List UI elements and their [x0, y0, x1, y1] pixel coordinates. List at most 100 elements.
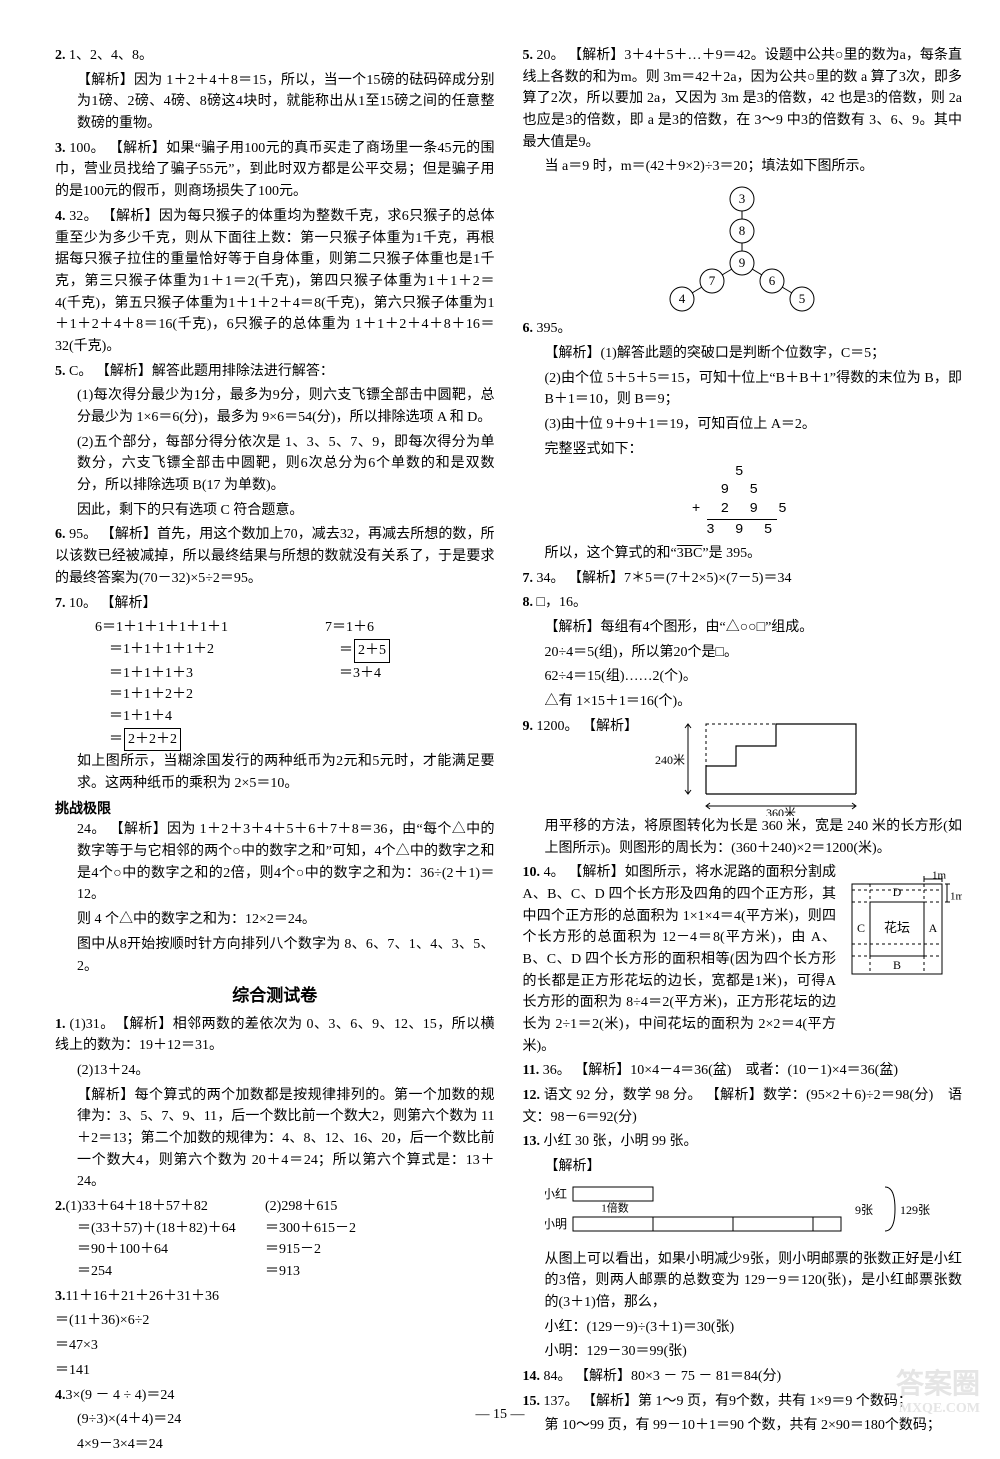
answer: □，16。	[537, 595, 587, 610]
flower-bed-diagram: 花坛 A B C D 1m1m	[842, 862, 962, 992]
svg-text:5: 5	[799, 291, 806, 306]
t1: 1. (1)31。 【解析】相邻两数的差依次为 0、3、6、9、12、15，所以…	[55, 1014, 495, 1057]
stair-rect-diagram: 360米 240米	[646, 716, 866, 816]
t3: 3.11＋16＋21＋26＋31＋36	[55, 1286, 495, 1308]
explanation: 【解析】因为每只猴子的体重均为整数千克，求6只猴子的总体重至少为多少千克，则从下…	[55, 209, 495, 354]
answer: 20。	[537, 48, 565, 63]
answer: 24。	[77, 822, 106, 837]
answer: 4。	[544, 865, 565, 880]
challenge-body: 24。 【解析】因为 1＋2＋3＋4＋5＋6＋7＋8＝36，由“每个△中的数字等…	[55, 819, 495, 906]
answer: 34。	[537, 571, 565, 586]
q-number: 3.	[55, 141, 66, 156]
svg-text:小红: 小红	[545, 1186, 567, 1201]
answer: 84。	[544, 1369, 572, 1384]
right-column: 5. 20。 【解析】3＋4＋5＋…＋9＝42。设题中公共○里的数为a，每条直线…	[523, 45, 963, 1459]
q-number: 5.	[55, 364, 66, 379]
svg-text:1倍数: 1倍数	[601, 1200, 629, 1214]
q-number: 6.	[55, 527, 66, 542]
item-5-e2: (1)每次得分最少为1分，最多为9分，则六支飞镖全部击中圆靶，总分最少为 1×6…	[55, 385, 495, 428]
item-7-tail: 如上图所示，当糊涂国发行的两种纸币为2元和5元时，才能满足要求。这两种纸币的乘积…	[55, 751, 495, 794]
item-6: 6. 95。 【解析】首先，用这个数加上70，减去32，再减去所想的数，所以该数…	[55, 524, 495, 589]
r8: 8. □，16。	[523, 592, 963, 614]
q-number: 7.	[55, 596, 66, 611]
t1p2: (2)13＋24。	[55, 1060, 495, 1082]
answer: 100。	[69, 141, 105, 156]
r13: 13. 小红 30 张，小明 99 张。	[523, 1131, 963, 1153]
explanation: 【解析】首先，用这个数加上70，减去32，再减去所想的数，所以该数已经被减掉，所…	[55, 527, 495, 585]
item-5-e4: 因此，剩下的只有选项 C 符合题意。	[55, 500, 495, 522]
svg-text:B: B	[893, 958, 901, 972]
svg-text:360米: 360米	[766, 806, 796, 816]
r9-tail: 用平移的方法，将原图转化为长是 360 米，宽是 240 米的长方形(如上图所示…	[523, 816, 963, 859]
item-7: 7. 10。 【解析】	[55, 593, 495, 615]
svg-text:4: 4	[679, 291, 686, 306]
r5-e2: 当 a＝9 时，m＝(42＋9×2)÷3＝20；填法如下图所示。	[523, 156, 963, 178]
svg-text:1m: 1m	[950, 891, 962, 903]
answer: 395。	[537, 321, 572, 336]
q-number: 4.	[55, 209, 66, 224]
explanation: 【解析】7＊5＝(7＋2×5)×(7－5)＝34	[568, 571, 791, 586]
svg-text:9: 9	[739, 255, 746, 270]
svg-text:1m: 1m	[932, 870, 947, 882]
answer: 1、2、4、8。	[69, 48, 153, 63]
item-2-exp: 【解析】因为 1＋2＋4＋8＝15，所以，当一个15磅的砝码碎成分别为1磅、2磅…	[55, 70, 495, 135]
r6: 6. 395。	[523, 318, 963, 340]
svg-text:6: 6	[769, 273, 776, 288]
svg-text:D: D	[893, 885, 902, 899]
challenge-e3: 图中从8开始按顺时针方向排列八个数字为 8、6、7、1、4、3、5、2。	[55, 934, 495, 977]
svg-text:3: 3	[739, 191, 746, 206]
answer: 36。	[543, 1063, 571, 1078]
t2: 2.(1)33＋64＋18＋57＋82 (2)298＋615 ＝(33＋57)＋…	[55, 1196, 495, 1283]
item-7-equations: 6＝1＋1＋1＋1＋1＋17＝1＋6 ＝1＋1＋1＋1＋2 ＝2＋5 ＝1＋1＋…	[55, 617, 495, 751]
challenge-title: 挑战极限	[55, 798, 495, 820]
q-number: 2.	[55, 48, 66, 63]
t1p3: 【解析】每个算式的两个加数都是按规律排列的。第一个加数的规律为：3、5、7、9、…	[55, 1085, 495, 1193]
r9-head: 9. 1200。 【解析】	[523, 716, 639, 738]
left-column: 2. 1、2、4、8。 【解析】因为 1＋2＋4＋8＝15，所以，当一个15磅的…	[55, 45, 495, 1459]
r5: 5. 20。 【解析】3＋4＋5＋…＋9＝42。设题中公共○里的数为a，每条直线…	[523, 45, 963, 153]
answer: 95。	[69, 527, 97, 542]
answer: 1200。	[537, 719, 579, 734]
svg-text:8: 8	[739, 223, 746, 238]
answer: C。	[69, 364, 92, 379]
t4: 4.3×(9 － 4 ÷ 4)＝24	[55, 1385, 495, 1407]
answer: 10。	[69, 596, 97, 611]
explanation: 【解析】3＋4＋5＋…＋9＝42。设题中公共○里的数为a，每条直线上各数的和为m…	[523, 48, 963, 150]
item-5-e3: (2)五个部分，每部分得分依次是 1、3、5、7、9，即每次得分为单数分，六支飞…	[55, 432, 495, 497]
answer: 语文 92 分，数学 98 分。	[544, 1088, 702, 1103]
r6e4: 完整竖式如下：	[523, 439, 963, 461]
r10: 10. 4。 【解析】如图所示，将水泥路的面积分割成 A、B、C、D 四个长方形…	[523, 862, 837, 1057]
r14: 14. 84。 【解析】80×3 － 75 － 81＝84(分)	[523, 1366, 963, 1388]
r6e2: (2)由个位 5＋5＋5＝15，可知十位上“B＋B＋1”得数的末位为 B，即 B…	[523, 368, 963, 411]
tripod-diagram: 3 8 9 7 6 4 5	[642, 181, 842, 316]
r6-tail: 所以，这个算式的和“3BC”是 395。	[523, 543, 963, 565]
svg-text:7: 7	[709, 273, 716, 288]
svg-text:C: C	[857, 921, 865, 935]
bar-compare-diagram: 小红小明1倍数9张129张	[545, 1181, 965, 1241]
vertical-calc: 5 9 5 + 2 9 5 3 9 5	[523, 463, 963, 539]
r12: 12. 语文 92 分，数学 98 分。 【解析】数学：(95×2＋6)÷2＝9…	[523, 1085, 963, 1128]
explanation: 【解析】如图所示，将水泥路的面积分割成 A、B、C、D 四个长方形及四角的四个正…	[523, 865, 837, 1054]
svg-text:240米: 240米	[655, 753, 685, 767]
r7: 7. 34。 【解析】7＊5＝(7＋2×5)×(7－5)＝34	[523, 568, 963, 590]
r6e3: (3)由十位 9＋9＋1＝19，可知百位上 A＝2。	[523, 414, 963, 436]
svg-text:9张: 9张	[855, 1203, 873, 1217]
answer: 32。	[69, 209, 98, 224]
q-number: 1.	[55, 1017, 66, 1032]
r6e1: 【解析】(1)解答此题的突破口是判断个位数字，C＝5；	[523, 343, 963, 365]
page-number: — 15 —	[0, 1404, 1000, 1426]
item-5: 5. C。 【解析】解答此题用排除法进行解答：	[55, 361, 495, 383]
explanation: 【解析】10×4－4＝36(盆) 或者：(10－1)×4＝36(盆)	[574, 1063, 898, 1078]
answer: 小红 30 张，小明 99 张。	[544, 1134, 698, 1149]
explanation: 【解析】因为 1＋2＋3＋4＋5＋6＋7＋8＝36，由“每个△中的数字等于与它相…	[77, 822, 495, 902]
svg-text:花坛: 花坛	[884, 920, 910, 935]
svg-text:A: A	[929, 921, 938, 935]
challenge-e2: 则 4 个△中的数字之和为：12×2＝24。	[55, 909, 495, 931]
t1p1: (1)31。 【解析】相邻两数的差依次为 0、3、6、9、12、15，所以横线上…	[55, 1017, 495, 1054]
item-4: 4. 32。 【解析】因为每只猴子的体重均为整数千克，求6只猴子的总体重至少为多…	[55, 206, 495, 358]
exp-label: 【解析】	[101, 596, 157, 611]
explanation: 【解析】解答此题用排除法进行解答：	[96, 364, 334, 379]
item-2: 2. 1、2、4、8。	[55, 45, 495, 67]
item-3: 3. 100。 【解析】如果“骗子用100元的真币买走了商场里一条45元的围巾，…	[55, 138, 495, 203]
r11: 11. 36。 【解析】10×4－4＝36(盆) 或者：(10－1)×4＝36(…	[523, 1060, 963, 1082]
